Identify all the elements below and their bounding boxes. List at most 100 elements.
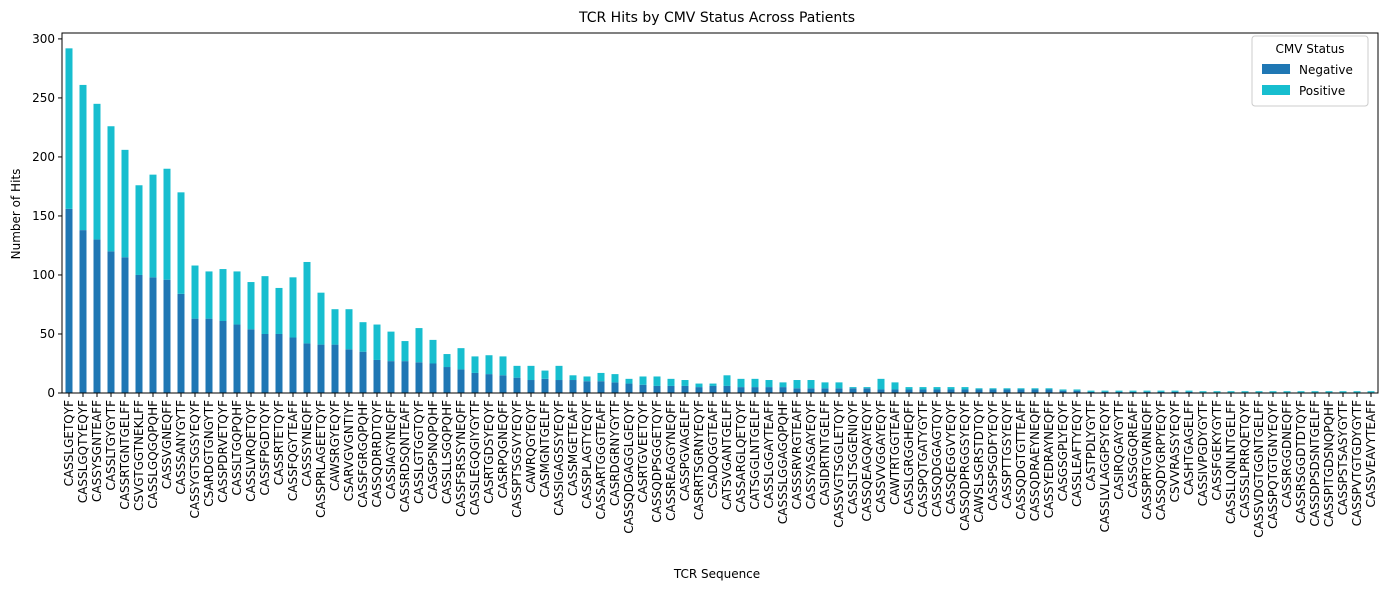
bar-negative-27 [443, 367, 451, 393]
x-tick-label-79: CSVVRASSYEQYF [1168, 400, 1182, 502]
bar-negative-70 [1045, 389, 1053, 393]
bar-positive-1 [79, 84, 87, 231]
bar-positive-68 [1017, 388, 1025, 390]
x-tick-label-19: CAWSRGYEQYF [328, 400, 342, 491]
x-tick-label-80: CASHTGAGELFF [1182, 400, 1196, 495]
x-tick-label-27: CASSLLSGQPQHF [440, 400, 454, 504]
x-tick-label-73: CASTPDLYGYTF [1084, 400, 1098, 491]
bar-negative-52 [793, 388, 801, 393]
bar-positive-75 [1115, 390, 1123, 392]
legend-label-negative: Negative [1299, 63, 1353, 77]
legend-title: CMV Status [1276, 42, 1345, 56]
plot-frame [61, 32, 1379, 394]
y-axis-label: Number of Hits [9, 169, 23, 260]
x-tick-label-52: CASSSRVRGTEAFF [790, 400, 804, 510]
bar-positive-72 [1073, 389, 1081, 391]
bar-negative-69 [1031, 389, 1039, 393]
bar-positive-18 [317, 292, 325, 345]
bar-negative-57 [863, 388, 871, 393]
bar-positive-8 [177, 192, 185, 294]
x-tick-label-68: CASSQDGTGTTEAFF [1014, 400, 1028, 520]
x-tick-label-55: CASSVGTSGGLETQYF [832, 400, 846, 528]
x-tick-label-61: CASSPQTGATYGYTF [916, 400, 930, 517]
bar-negative-4 [121, 257, 129, 393]
bar-negative-19 [331, 344, 339, 393]
x-tick-label-40: CASSQDGAGGLGEQYF [622, 400, 636, 534]
x-tick-label-14: CASSFPGDTQYF [258, 400, 272, 496]
bar-positive-35 [555, 365, 563, 381]
bar-positive-40 [625, 378, 633, 384]
x-tick-label-77: CASSPRTGVRNEQFF [1140, 400, 1154, 520]
x-tick-label-26: CASGPSNQPQHF [426, 400, 440, 499]
x-axis-label: TCR Sequence [673, 567, 760, 581]
x-tick-label-33: CAWRQGYEQYF [524, 400, 538, 493]
bar-negative-34 [541, 378, 549, 393]
bar-negative-37 [583, 381, 591, 393]
x-tick-label-42: CASSQDPSGGETQYF [650, 400, 664, 523]
bar-negative-68 [1017, 389, 1025, 393]
x-tick-label-16: CASSFQGYTEAFF [286, 400, 300, 501]
x-tick-label-59: CAWTRTGGTEAFF [888, 400, 902, 505]
x-tick-label-38: CASSARTGGGTEAFF [594, 400, 608, 520]
bar-positive-79 [1171, 390, 1179, 392]
bar-positive-48 [737, 378, 745, 388]
bar-negative-7 [163, 279, 171, 393]
x-tick-label-25: CASSLGTGGTQYF [412, 400, 426, 504]
bar-negative-66 [989, 389, 997, 393]
y-tick-label-0: 0 [47, 386, 55, 400]
bar-negative-22 [373, 359, 381, 393]
bar-positive-16 [289, 277, 297, 338]
bar-negative-67 [1003, 389, 1011, 393]
bar-positive-71 [1059, 389, 1067, 391]
x-tick-label-21: CASSFGRGQPQHF [356, 400, 370, 508]
bar-positive-91 [1339, 391, 1347, 393]
x-tick-label-54: CASIDRTNTGELFF [818, 400, 832, 506]
bar-negative-16 [289, 337, 297, 393]
bar-negative-8 [177, 293, 185, 393]
bar-negative-11 [219, 321, 227, 393]
bar-negative-46 [709, 385, 717, 393]
x-tick-label-71: CASGSGPLYEQYF [1056, 400, 1070, 501]
bar-negative-63 [947, 389, 955, 393]
x-tick-label-41: CASRTGVEETQYF [636, 400, 650, 503]
bar-positive-44 [681, 380, 689, 386]
bar-negative-51 [779, 387, 787, 393]
bar-negative-58 [877, 389, 885, 393]
x-tick-label-39: CASRDGRNYGYTF [608, 400, 622, 506]
x-tick-label-63: CASSQEGGVYEQYF [944, 400, 958, 514]
x-tick-label-32: CASSPTSGSVYEQYF [510, 400, 524, 518]
x-tick-label-22: CASSQDRRDTQYF [370, 400, 384, 508]
bar-negative-2 [93, 239, 101, 393]
x-tick-label-78: CASSQDYGRPYEQYF [1154, 400, 1168, 520]
x-tick-label-89: CASSDPSDSNTGELFF [1308, 400, 1322, 527]
x-tick-label-23: CASSIAGYNEQFF [384, 400, 398, 499]
bar-positive-27 [443, 354, 451, 368]
legend-swatch-negative [1262, 64, 1290, 74]
bar-positive-19 [331, 309, 339, 345]
x-tick-label-85: CASSVDGTGGNTGELFF [1252, 400, 1266, 538]
bar-positive-14 [261, 276, 269, 334]
x-tick-label-5: CSVGTGGTNEKLFF [132, 400, 146, 511]
x-tick-label-11: CASSPDRVETQYF [216, 400, 230, 503]
x-tick-label-87: CASSRGGDNEQFF [1280, 400, 1294, 508]
bar-positive-12 [233, 271, 241, 325]
x-tick-label-8: CASSSANYGYTF [174, 400, 188, 495]
bar-negative-73 [1087, 391, 1095, 393]
bar-negative-33 [527, 380, 535, 393]
bar-negative-35 [555, 380, 563, 393]
bar-positive-9 [191, 265, 199, 319]
bar-negative-60 [905, 389, 913, 393]
bar-negative-56 [849, 388, 857, 393]
x-tick-label-88: CASSRSGGDTDTQYF [1294, 400, 1308, 523]
x-tick-label-31: CASRPQGNEQFF [496, 400, 510, 498]
x-tick-label-29: CASSLEGQGIYGYTF [468, 400, 482, 515]
bar-negative-3 [107, 251, 115, 393]
bar-negative-78 [1157, 391, 1165, 393]
x-tick-label-4: CASSRTGNTGELFF [118, 400, 132, 510]
x-tick-label-10: CSARDGTGNGYTF [202, 400, 216, 507]
bar-positive-49 [751, 378, 759, 388]
bar-positive-62 [933, 387, 941, 390]
x-tick-label-17: CASSSYNEQFF [300, 400, 314, 487]
legend-swatch-positive [1262, 85, 1290, 95]
